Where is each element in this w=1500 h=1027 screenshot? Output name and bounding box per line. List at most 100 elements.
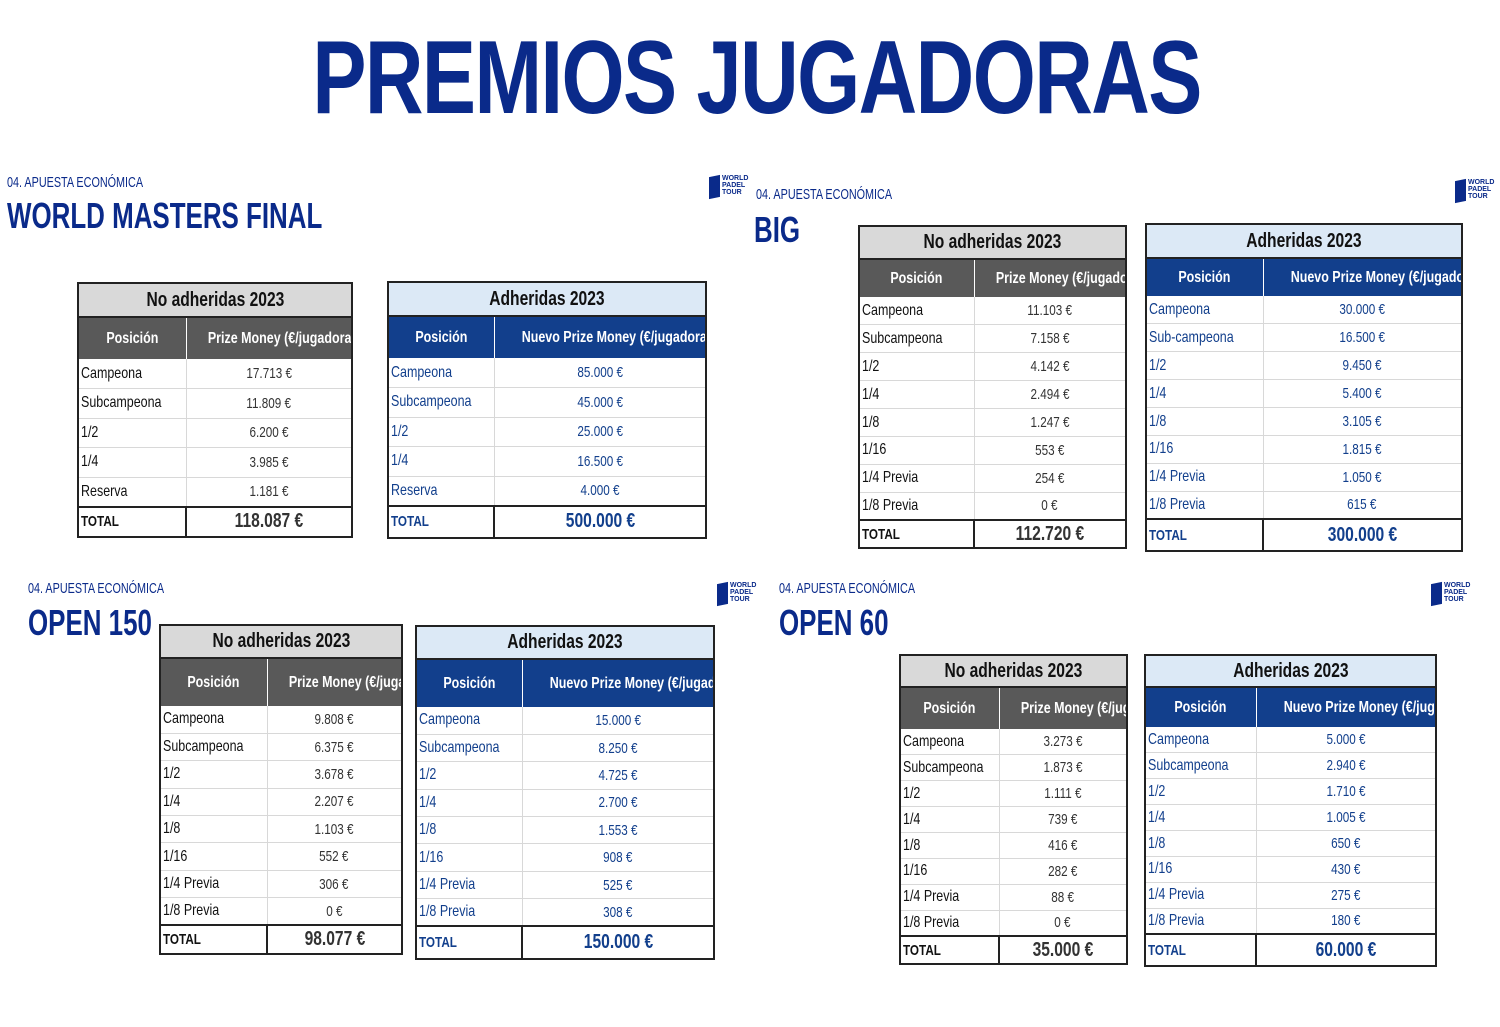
- prize-cell: 282 €: [998, 858, 1127, 885]
- prize-cell: 254 €: [973, 464, 1126, 493]
- total-row: TOTAL 98.077 €: [160, 924, 402, 955]
- table-row: 1/8 Previa 0 €: [160, 897, 402, 926]
- table-row: Subcampeona 2.940 €: [1145, 752, 1436, 780]
- table-row: 1/16 1.815 €: [1146, 435, 1462, 464]
- table-row: 1/2 4.725 €: [416, 761, 714, 790]
- prize-cell: 16.500 €: [493, 446, 706, 477]
- table-row: Sub-campeona 16.500 €: [1146, 323, 1462, 353]
- table-row: 1/8 1.103 €: [160, 815, 402, 844]
- table-row: Campeona 5.000 €: [1145, 727, 1436, 754]
- table-row: 1/4 Previa 306 €: [160, 870, 402, 899]
- prize-cell: 5.400 €: [1262, 379, 1462, 409]
- table-row: Campeona 30.000 €: [1146, 296, 1462, 325]
- prize-cell: 15.000 €: [521, 707, 714, 735]
- prize-cell: 275 €: [1255, 882, 1436, 909]
- position-cell: Campeona: [1145, 727, 1256, 754]
- prize-cell: 8.250 €: [521, 734, 714, 763]
- table-row: 1/4 3.985 €: [78, 447, 352, 478]
- wpt-logo-icon: WORLD PADEL TOUR: [1431, 581, 1470, 607]
- prize-cell: 908 €: [521, 843, 714, 872]
- position-cell: 1/8: [416, 816, 522, 845]
- section-title: WORLD MASTERS FINAL: [7, 195, 323, 236]
- table-row: 1/4 Previa 275 €: [1145, 882, 1436, 909]
- table-row: 1/4 2.494 €: [859, 380, 1126, 410]
- adheridas-table: Adheridas 2023 Posición Nuevo Prize Money …: [415, 625, 715, 961]
- prize-cell: 6.200 €: [185, 418, 352, 448]
- column-header-position: Posición: [900, 687, 999, 729]
- table-row: Subcampeona 8.250 €: [416, 734, 714, 763]
- total-row: TOTAL 150.000 €: [416, 925, 714, 960]
- column-header-position: Posición: [416, 659, 522, 707]
- prize-cell: 4.725 €: [521, 761, 714, 790]
- column-header-prize-money: Prize Money (€/jugadora): [998, 687, 1127, 729]
- position-cell: 1/2: [1146, 351, 1263, 381]
- prize-cell: 308 €: [521, 898, 714, 927]
- prize-cell: 1.873 €: [998, 754, 1127, 782]
- table-row: Subcampeona 7.158 €: [859, 324, 1126, 354]
- table-row: 1/8 3.105 €: [1146, 407, 1462, 436]
- section-title: OPEN 60: [779, 602, 889, 643]
- total-label: TOTAL: [1146, 518, 1263, 552]
- column-header-prize-money: Prize Money (€/jugadora): [266, 658, 402, 706]
- total-value: 118.087 €: [185, 505, 352, 537]
- position-cell: 1/8 Previa: [160, 897, 267, 926]
- prize-cell: 9.808 €: [266, 706, 402, 734]
- prize-cell: 1.111 €: [998, 780, 1127, 808]
- column-header-position: Posición: [78, 317, 186, 359]
- table-row: 1/8 Previa 180 €: [1145, 908, 1436, 935]
- position-cell: 1/8: [1146, 407, 1263, 436]
- column-header-prize-money: Nuevo Prize Money (€/jugadora): [1255, 687, 1436, 727]
- column-header-position: Posición: [160, 658, 267, 706]
- prize-cell: 1.710 €: [1255, 778, 1436, 806]
- position-cell: 1/16: [160, 842, 267, 871]
- table-caption: Adheridas 2023: [1145, 655, 1436, 688]
- position-cell: Subcampeona: [388, 387, 494, 418]
- total-label: TOTAL: [416, 925, 522, 960]
- position-cell: 1/16: [1146, 435, 1263, 464]
- prize-cell: 1.815 €: [1262, 435, 1462, 464]
- position-cell: Subcampeona: [416, 734, 522, 763]
- column-header-position: Posición: [388, 316, 494, 358]
- column-header-position: Posición: [859, 259, 974, 297]
- total-row: TOTAL 35.000 €: [900, 935, 1127, 965]
- table-row: 1/16 282 €: [900, 858, 1127, 885]
- table-row: 1/2 1.111 €: [900, 780, 1127, 808]
- table-row: 1/8 650 €: [1145, 830, 1436, 857]
- table-row: 1/2 9.450 €: [1146, 351, 1462, 381]
- position-cell: 1/8 Previa: [1146, 491, 1263, 520]
- no-adheridas-table: No adheridas 2023 Posición Prize Money (€/…: [77, 282, 353, 538]
- position-cell: 1/8: [859, 408, 974, 437]
- position-cell: 1/4 Previa: [859, 464, 974, 493]
- position-cell: Subcampeona: [1145, 752, 1256, 780]
- position-cell: 1/2: [78, 418, 186, 448]
- position-cell: 1/2: [388, 417, 494, 447]
- position-cell: 1/4 Previa: [1145, 882, 1256, 909]
- position-cell: 1/4 Previa: [416, 871, 522, 900]
- table-row: 1/4 1.005 €: [1145, 804, 1436, 832]
- table-caption: No adheridas 2023: [78, 283, 352, 318]
- adheridas-table: Adheridas 2023 Posición Nuevo Prize Money …: [387, 281, 707, 539]
- prize-cell: 85.000 €: [493, 358, 706, 388]
- table-row: 1/4 2.700 €: [416, 789, 714, 818]
- prize-cell: 553 €: [973, 436, 1126, 465]
- prize-cell: 5.000 €: [1255, 727, 1436, 754]
- prize-cell: 4.000 €: [493, 476, 706, 506]
- prize-cell: 2.700 €: [521, 789, 714, 818]
- prize-cell: 0 €: [973, 492, 1126, 521]
- total-row: TOTAL 118.087 €: [78, 505, 352, 537]
- page-title: PREMIOS JUGADORAS: [312, 20, 1202, 136]
- position-cell: Campeona: [416, 707, 522, 735]
- table-row: 1/8 Previa 308 €: [416, 898, 714, 927]
- table-row: Campeona 11.103 €: [859, 297, 1126, 326]
- position-cell: Subcampeona: [859, 324, 974, 354]
- total-row: TOTAL 300.000 €: [1146, 518, 1462, 552]
- prize-cell: 2.940 €: [1255, 752, 1436, 780]
- position-cell: Reserva: [78, 477, 186, 507]
- table-row: 1/8 1.247 €: [859, 408, 1126, 437]
- table-caption: No adheridas 2023: [160, 625, 402, 659]
- table-row: 1/8 Previa 0 €: [900, 910, 1127, 937]
- total-row: TOTAL 112.720 €: [859, 519, 1126, 549]
- table-row: Subcampeona 6.375 €: [160, 733, 402, 762]
- no-adheridas-table: No adheridas 2023 Posición Prize Money (€/…: [159, 624, 403, 956]
- prize-cell: 3.105 €: [1262, 407, 1462, 436]
